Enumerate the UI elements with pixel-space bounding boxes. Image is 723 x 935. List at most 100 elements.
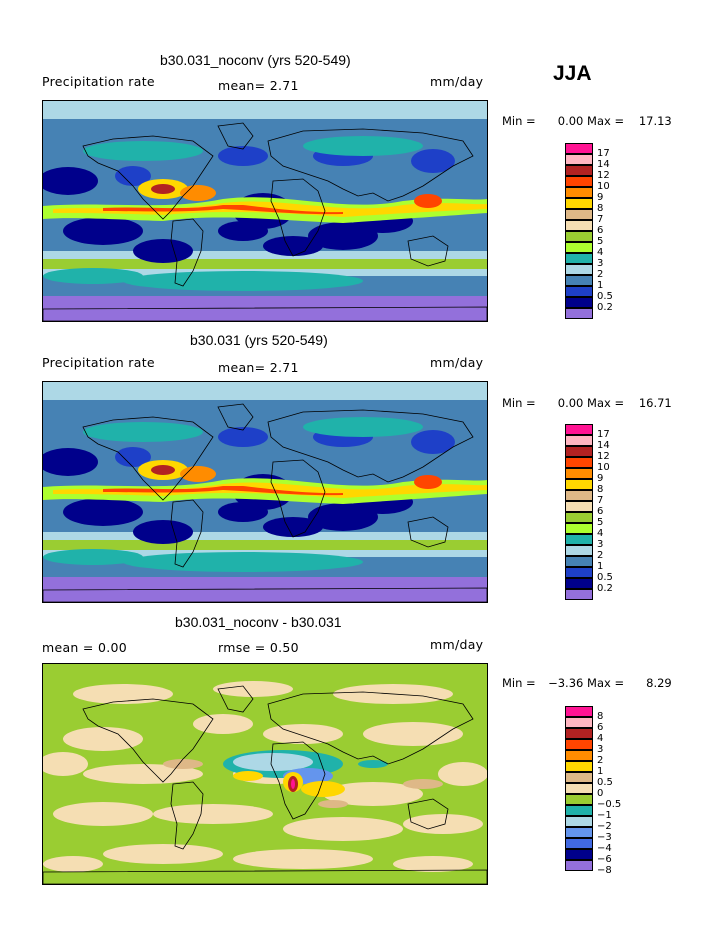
legend-label: 5 (597, 517, 604, 528)
legend-swatch (565, 772, 593, 783)
legend-swatch (565, 253, 593, 264)
legend-label: −1 (597, 810, 612, 821)
left-label: Precipitation rate (42, 74, 155, 89)
legend-label: 0.5 (597, 291, 613, 302)
legend-label: 8 (597, 203, 604, 214)
legend-label: 9 (597, 192, 604, 203)
min-max-readout: Min = 0.00 Max = 16.71 (502, 396, 672, 410)
legend-swatch (565, 567, 593, 578)
legend-label: 4 (597, 247, 604, 258)
mean-label: mean = 0.00 (42, 640, 128, 655)
legend-swatch (565, 176, 593, 187)
legend-swatch (565, 308, 593, 319)
legend-swatch (565, 220, 593, 231)
min-value: 0.00 (557, 114, 584, 128)
legend-label: 10 (597, 181, 610, 192)
legend-label: −0.5 (597, 799, 622, 810)
legend-label: −2 (597, 821, 612, 832)
panel-title: b30.031 (yrs 520-549) (190, 332, 328, 348)
legend-swatch (565, 501, 593, 512)
legend-swatch (565, 468, 593, 479)
legend-label: 2 (597, 755, 604, 766)
legend-swatch (565, 479, 593, 490)
legend-swatch (565, 545, 593, 556)
legend-label: 10 (597, 462, 610, 473)
legend-label: 9 (597, 473, 604, 484)
legend-label: 14 (597, 440, 610, 451)
legend-swatch (565, 490, 593, 501)
min-value: −3.36 (548, 676, 584, 690)
precip-map (42, 381, 488, 603)
legend-label: 0.2 (597, 583, 613, 594)
legend-swatch (565, 589, 593, 600)
rmse-label: rmse = 0.50 (218, 640, 299, 655)
panel-title: b30.031_noconv (yrs 520-549) (160, 52, 351, 68)
legend-label: 0.5 (597, 777, 613, 788)
unit-label: mm/day (430, 355, 484, 370)
max-value: 16.71 (638, 396, 672, 410)
color-legend: 17 14 12 10 9 8 7 6 5 4 3 2 1 0.5 0.2 (565, 424, 625, 600)
legend-swatch (565, 457, 593, 468)
min-label: Min = (502, 396, 536, 410)
legend-label: 5 (597, 236, 604, 247)
legend-swatch (565, 286, 593, 297)
difference-field (43, 664, 487, 884)
legend-label: −6 (597, 854, 612, 865)
mean-label: mean= 2.71 (218, 78, 299, 93)
legend-swatch (565, 783, 593, 794)
legend-swatch (565, 154, 593, 165)
legend-swatch (565, 838, 593, 849)
min-label: Min = (502, 676, 536, 690)
legend-label: 3 (597, 744, 604, 755)
legend-label: 8 (597, 711, 604, 722)
legend-swatch (565, 706, 593, 717)
legend-swatch (565, 165, 593, 176)
legend-swatch (565, 739, 593, 750)
precipitation-field (43, 382, 487, 602)
season-label: JJA (553, 62, 592, 85)
legend-label: 6 (597, 225, 604, 236)
legend-swatch (565, 849, 593, 860)
legend-label: 7 (597, 214, 604, 225)
difference-map (42, 663, 488, 885)
legend-label: −8 (597, 865, 612, 876)
legend-label: 17 (597, 429, 610, 440)
legend-swatch (565, 805, 593, 816)
legend-swatch (565, 860, 593, 871)
legend-swatch (565, 578, 593, 589)
legend-swatch (565, 534, 593, 545)
legend-label: 17 (597, 148, 610, 159)
legend-label: −3 (597, 832, 612, 843)
legend-label: 12 (597, 170, 610, 181)
legend-swatch (565, 209, 593, 220)
legend-swatch (565, 794, 593, 805)
legend-swatch (565, 556, 593, 567)
legend-label: 1 (597, 280, 604, 291)
legend-label: 3 (597, 258, 604, 269)
legend-label: 8 (597, 484, 604, 495)
legend-swatch (565, 827, 593, 838)
legend-swatch (565, 816, 593, 827)
legend-label: 0 (597, 788, 604, 799)
legend-swatch (565, 424, 593, 435)
legend-swatch (565, 264, 593, 275)
legend-swatch (565, 750, 593, 761)
legend-swatch (565, 187, 593, 198)
color-legend: 8 6 4 3 2 1 0.5 0 −0.5 −1 −2 −3 −4 −6 −8 (565, 706, 625, 882)
legend-label: −4 (597, 843, 612, 854)
legend-label: 0.2 (597, 302, 613, 313)
legend-label: 6 (597, 722, 604, 733)
precipitation-field (43, 101, 487, 321)
legend-label: 4 (597, 733, 604, 744)
legend-swatch (565, 143, 593, 154)
legend-swatch (565, 728, 593, 739)
legend-swatch (565, 523, 593, 534)
legend-swatch (565, 242, 593, 253)
legend-label: 2 (597, 269, 604, 280)
panel-title: b30.031_noconv - b30.031 (175, 614, 342, 630)
max-value: 17.13 (638, 114, 672, 128)
legend-label: 2 (597, 550, 604, 561)
legend-label: 6 (597, 506, 604, 517)
left-label: Precipitation rate (42, 355, 155, 370)
max-label: Max = (587, 114, 625, 128)
